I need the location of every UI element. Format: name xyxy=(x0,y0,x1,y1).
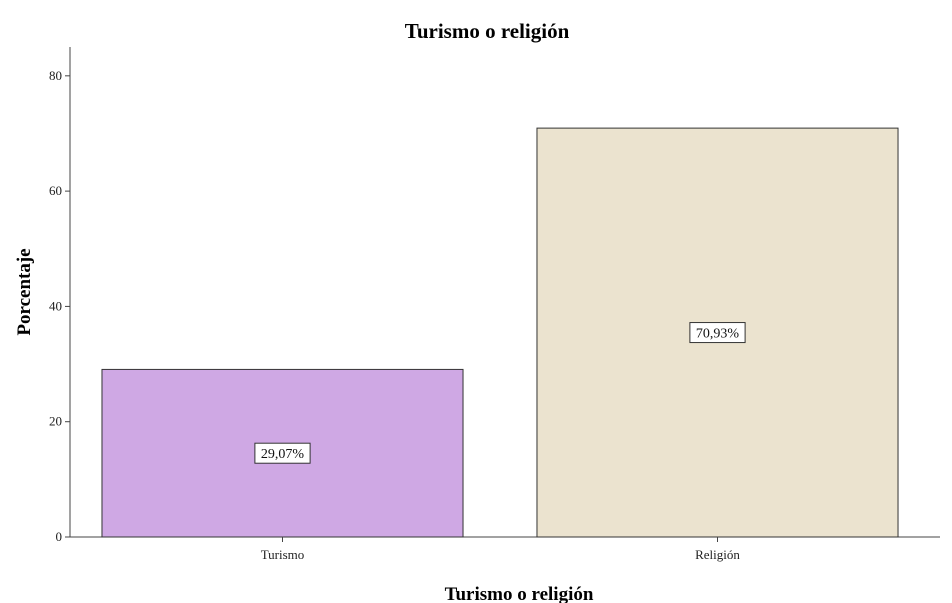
y-axis-label: Porcentaje xyxy=(14,248,35,335)
bars: 29,07% 70,93% xyxy=(101,127,899,538)
data-label-box xyxy=(689,322,746,344)
y-tick-label: 80 xyxy=(49,68,62,83)
y-tick-label: 40 xyxy=(49,298,62,313)
y-tick-label: 60 xyxy=(49,183,62,198)
y-tick-label: 20 xyxy=(49,414,62,429)
data-label: 29,07% xyxy=(261,447,305,462)
chart-title: Turismo o religión xyxy=(405,19,570,43)
data-label-box xyxy=(254,442,311,464)
x-axis-label: Turismo o religión xyxy=(445,584,594,603)
x-ticks: Turismo Religión xyxy=(261,537,740,562)
x-tick-label: Religión xyxy=(695,547,740,562)
y-tick-label: 0 xyxy=(56,529,63,544)
plot-area: 0 20 40 60 80 29,07% 70,93% Turismo Religión xyxy=(49,47,940,562)
data-label: 70,93% xyxy=(696,327,740,342)
x-tick-label: Turismo xyxy=(261,547,305,562)
y-ticks: 0 20 40 60 80 xyxy=(49,68,70,544)
